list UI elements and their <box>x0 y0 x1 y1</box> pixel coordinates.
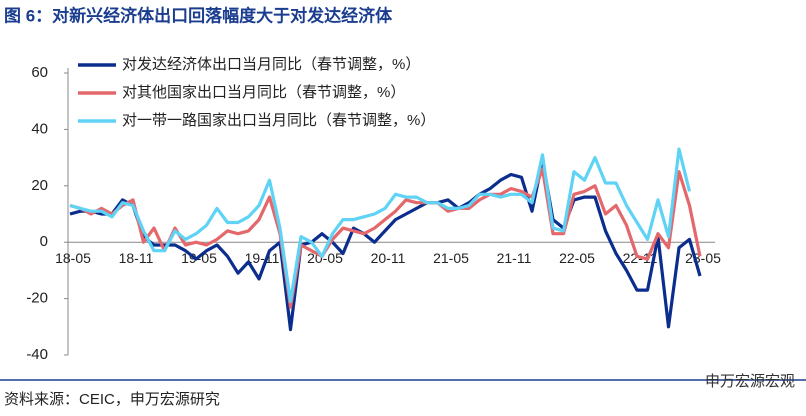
watermark: 申万宏源宏观 <box>705 373 795 390</box>
x-tick-label: 20-11 <box>371 250 406 266</box>
y-tick-label: -40 <box>26 346 48 363</box>
chart-title: 图 6：对新兴经济体出口回落幅度大于对发达经济体 <box>4 5 393 25</box>
y-tick-label: 60 <box>31 64 48 81</box>
x-tick-label: 23-05 <box>685 250 721 266</box>
legend-label: 对一带一路国家出口当月同比（春节调整，%） <box>122 112 435 129</box>
series-line <box>69 158 702 332</box>
x-tick-label: 19-11 <box>245 250 280 266</box>
y-tick-label: 0 <box>40 233 48 250</box>
source: 资料来源：CEIC，申万宏源研究 <box>4 391 220 408</box>
series-line <box>69 147 692 303</box>
x-tick-label: 21-05 <box>433 250 469 266</box>
y-tick-label: 40 <box>31 120 48 137</box>
x-tick-label: 18-05 <box>55 250 91 266</box>
x-tick-label: 21-11 <box>497 250 532 266</box>
x-tick-label: 22-05 <box>559 250 595 266</box>
y-tick-label: -20 <box>26 290 48 307</box>
legend-label: 对发达经济体出口当月同比（春节调整，%） <box>122 56 420 73</box>
series-line <box>69 167 702 309</box>
y-tick-label: 20 <box>31 177 48 194</box>
legend-label: 对其他国家出口当月同比（春节调整，%） <box>122 84 405 101</box>
x-tick-label: 18-11 <box>119 250 154 266</box>
